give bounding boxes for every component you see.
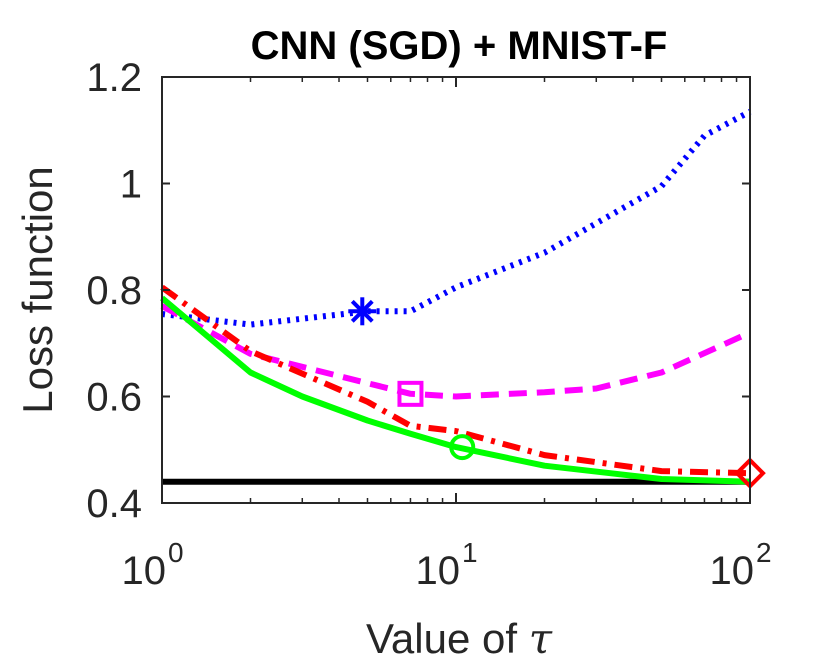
tick-layer: 0.40.60.811.210 0 10 1 10 2 <box>86 56 771 593</box>
x-tick-label-exp-1: 1 <box>462 537 478 568</box>
series-line-4 <box>160 295 751 485</box>
series-layer <box>160 108 752 485</box>
x-tick-label-2: 10 2 <box>710 537 772 593</box>
x-axis-label-text: Value of <box>366 615 529 662</box>
x-tick-label-base-1: 10 <box>416 549 461 593</box>
x-axis-label: Value of τ <box>366 614 553 663</box>
x-tick-label-0: 10 0 <box>122 537 184 593</box>
series-line-1 <box>161 108 752 328</box>
y-axis-label: Loss function <box>14 166 61 414</box>
x-tick-label-base-2: 10 <box>710 549 755 593</box>
chart-title: CNN (SGD) + MNIST-F <box>251 24 668 68</box>
x-tick-label-base-0: 10 <box>122 549 167 593</box>
marker-square-2 <box>397 380 424 407</box>
series-line-3 <box>160 284 751 477</box>
y-tick-label-1: 0.6 <box>86 376 142 420</box>
marker-star-1 <box>348 297 377 326</box>
series-line-2 <box>160 303 752 400</box>
x-tick-label-1: 10 1 <box>416 537 478 593</box>
y-tick-label-2: 0.8 <box>86 269 142 313</box>
x-axis-label-symbol: τ <box>529 614 553 663</box>
y-tick-label-0: 0.4 <box>86 482 142 526</box>
y-tick-label-3: 1 <box>120 163 142 207</box>
y-tick-label-4: 1.2 <box>86 56 142 100</box>
x-tick-label-exp-0: 0 <box>168 537 184 568</box>
x-tick-label-exp-2: 2 <box>756 537 772 568</box>
marker-circle-4 <box>449 434 476 461</box>
